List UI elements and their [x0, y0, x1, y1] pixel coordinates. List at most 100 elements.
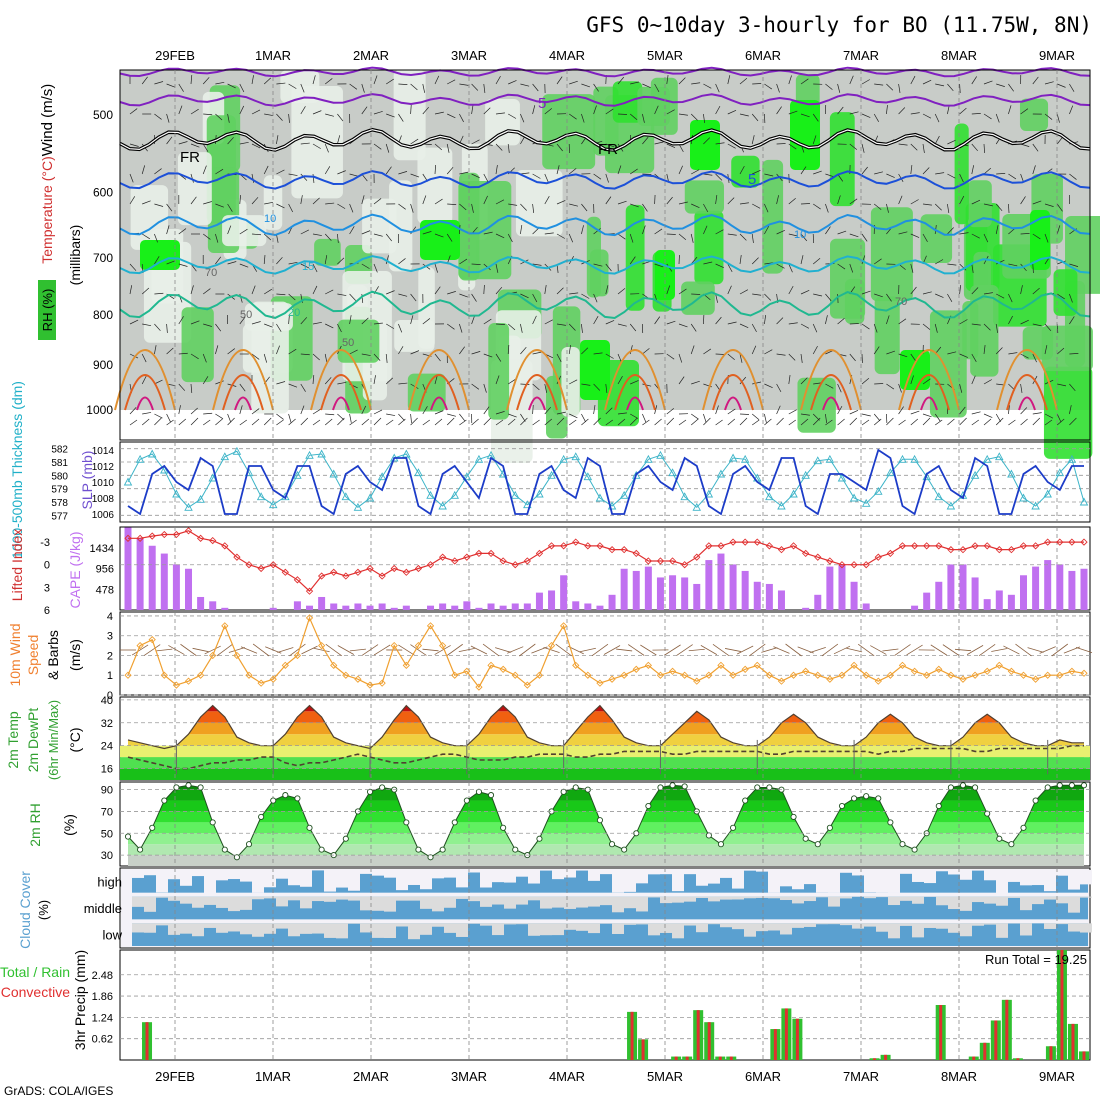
contour-temp-30 [418, 374, 460, 411]
wind-barb [703, 348, 712, 355]
surface-wind-barb [434, 418, 443, 426]
wind-barb [227, 348, 235, 355]
wind-barb-10m [398, 644, 415, 656]
wind-barb [544, 232, 554, 235]
wind-barb [276, 413, 284, 420]
precip-axis-label: 3hr Precip (mm) [72, 950, 88, 1050]
wind-barb [947, 203, 950, 213]
wind-barb [751, 345, 757, 355]
precip-convective-bar [696, 1010, 700, 1060]
cloud-gap [528, 870, 540, 884]
wind-barb [800, 353, 803, 363]
wind-barb [483, 173, 489, 183]
wind-speed-marker [959, 675, 967, 683]
wind-barb [471, 293, 477, 302]
wind-barb [764, 203, 769, 213]
thickness-marker [1067, 454, 1077, 463]
precip-convective-bar [795, 1018, 799, 1060]
surface-wind-barb [873, 418, 882, 426]
wind-barb [898, 406, 904, 415]
cape-bar [390, 607, 398, 610]
cloud-gap [996, 870, 1008, 894]
cape-bar [197, 596, 205, 610]
lifted-index-marker [777, 545, 786, 554]
wind-barb [947, 83, 954, 92]
wind-barb [642, 348, 650, 355]
wind-barb [654, 263, 664, 268]
wind-barb-10m [470, 645, 488, 655]
wind-speed-marker [438, 641, 447, 650]
cloud-gap [912, 870, 924, 882]
cloud-gap [984, 870, 996, 881]
rh-blob [967, 180, 992, 228]
precip-convective-bar [1016, 1058, 1020, 1060]
wind-barb [691, 169, 700, 175]
wind-barb [593, 263, 603, 267]
contour-label: 20 [288, 307, 300, 319]
lifted-index-marker [741, 538, 749, 546]
wind-tick-label: 2 [107, 650, 113, 662]
thickness-marker [982, 454, 992, 463]
wind-barb [556, 353, 562, 363]
wind-barb [690, 413, 699, 420]
wind-tick-label: 1 [107, 670, 113, 682]
wind-speed-marker [172, 681, 181, 689]
wind-barb [129, 353, 139, 359]
cape-bar [596, 605, 604, 610]
rh-marker [899, 841, 906, 848]
cloud-gap [468, 896, 480, 902]
wind-barb [361, 195, 365, 205]
credit-label: GrADS: COLA/IGES [4, 1084, 113, 1098]
precip-convective-bar [784, 1008, 788, 1060]
thickness-tick-label: 579 [51, 485, 68, 496]
wind-barb-10m [749, 643, 766, 657]
cloud-gap [576, 896, 588, 908]
wind-barb [1020, 319, 1029, 325]
wind-barb [666, 143, 676, 148]
wind-barb [788, 75, 792, 85]
wind-barb [764, 293, 772, 301]
cloud-gap [360, 870, 372, 874]
wind-barb [410, 138, 419, 145]
wind-barb [141, 353, 147, 363]
thickness-marker [789, 489, 798, 498]
wind-barb [812, 135, 817, 145]
wind-barb [495, 323, 506, 325]
wind-barb [568, 168, 577, 175]
wind-barb [617, 200, 627, 205]
contour-temp-35 [430, 396, 448, 411]
rh-blob [929, 310, 967, 418]
cloud-gap [168, 896, 180, 901]
wind-barb [349, 173, 359, 177]
cape-bar [1032, 566, 1040, 610]
wind-speed-marker [862, 671, 870, 679]
wind-barb [434, 353, 441, 362]
lifted-index-marker [850, 561, 858, 569]
lifted-index-marker [160, 530, 168, 539]
wind-barb [764, 225, 770, 235]
rh-marker [512, 846, 519, 853]
cape-bar [693, 583, 701, 610]
wind-barb [324, 255, 328, 265]
rh2m-unit-label: (%) [61, 814, 77, 836]
thickness-marker [547, 470, 556, 479]
cloud-gap [684, 923, 696, 926]
thickness-marker [704, 489, 714, 498]
cape-bar [644, 566, 652, 610]
wind-barb [129, 407, 137, 415]
wind-barb [813, 170, 822, 175]
wind-barb [337, 170, 346, 175]
cloud-gap [1044, 896, 1056, 900]
wind-barb [1008, 105, 1012, 115]
wind-barb [483, 406, 490, 415]
rh-marker [754, 784, 761, 791]
wind-barb-10m [991, 648, 1008, 652]
wind-barb [215, 233, 219, 243]
cloud-gap [408, 896, 420, 901]
wind-barb [373, 233, 383, 237]
wind-speed-marker [935, 665, 943, 673]
rh-band [128, 833, 1084, 845]
wind-barb-10m [603, 645, 621, 655]
wind-barb [703, 261, 713, 265]
cloud-gap [612, 896, 624, 913]
